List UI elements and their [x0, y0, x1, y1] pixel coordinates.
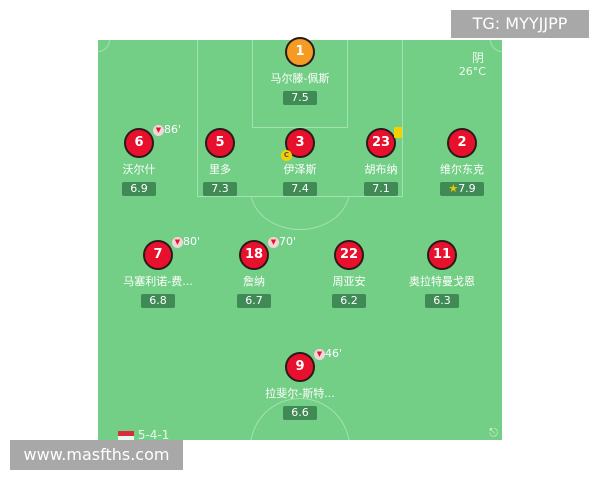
- shirt-number: 9 ▼ 46': [285, 348, 342, 382]
- shirt-number: 5: [205, 128, 235, 158]
- player-2[interactable]: 2 维尔东克 ★7.9: [402, 128, 522, 196]
- player-name: 奥拉特曼戈恩: [409, 275, 475, 288]
- player-name: 胡布纳: [364, 163, 398, 176]
- player-name: 里多: [209, 163, 231, 176]
- share-icon[interactable]: ⎋: [489, 426, 498, 439]
- player-name: 维尔东克: [440, 163, 484, 176]
- player-rating: 7.1: [364, 182, 398, 196]
- captain-badge: C: [281, 150, 292, 161]
- formation: 5-4-1: [118, 428, 169, 440]
- shirt-number: 22: [334, 240, 364, 270]
- player-name: 周亚安: [332, 275, 366, 288]
- player-rating: 6.2: [332, 294, 366, 308]
- player-11[interactable]: 11 奥拉特曼戈恩 6.3: [382, 240, 502, 308]
- player-name: 沃尔什: [122, 163, 156, 176]
- player-name: 詹纳: [243, 275, 265, 288]
- shirt-number: 23: [366, 127, 402, 158]
- shirt-number: 1: [285, 37, 315, 67]
- player-rating: 6.3: [425, 294, 459, 308]
- star-icon: ★: [448, 182, 459, 195]
- watermark-bottom: www.masfths.com: [10, 440, 183, 470]
- player-rating: 6.9: [122, 182, 156, 196]
- corner-arc-left: [98, 40, 110, 52]
- player-18[interactable]: 18 ▼ 70' 詹纳 6.7: [194, 236, 314, 308]
- substitution-icon: ▼: [172, 236, 183, 248]
- watermark-top: TG: MYYJJPP: [451, 10, 589, 38]
- formation-label: 5-4-1: [137, 428, 170, 440]
- player-rating: 7.3: [203, 182, 237, 196]
- goal-area: [252, 40, 348, 128]
- player-rating: 6.8: [141, 294, 175, 308]
- player-name: 马尔滕-佩斯: [270, 72, 330, 85]
- player-9[interactable]: 9 ▼ 46' 拉斐尔-斯特... 6.6: [240, 348, 360, 420]
- substitution-icon: ▼: [314, 348, 325, 360]
- player-rating: ★7.9: [440, 182, 484, 196]
- shirt-number: 6 ▼ 86': [124, 124, 181, 158]
- shirt-number: 2: [447, 128, 477, 158]
- player-rating: 7.5: [283, 91, 317, 105]
- substitution-indicator: ▼ 80': [172, 236, 200, 248]
- corner-arc-right: [490, 40, 502, 52]
- weather-temperature: 26°C: [458, 65, 486, 78]
- player-5[interactable]: 5 里多 7.3: [160, 128, 280, 196]
- player-rating: 6.7: [237, 294, 271, 308]
- substitution-icon: ▼: [268, 236, 279, 248]
- shirt-number: 18 ▼ 70': [239, 236, 296, 270]
- yellow-card-icon: [394, 127, 402, 138]
- player-7[interactable]: 7 ▼ 80' 马塞利诺-费... 6.8: [98, 236, 218, 308]
- player-22[interactable]: 22 周亚安 6.2: [289, 240, 409, 308]
- player-rating: 6.6: [283, 406, 317, 420]
- substitution-indicator: ▼ 70': [268, 236, 296, 248]
- player-name: 伊泽斯: [283, 163, 317, 176]
- weather-condition: 阴: [471, 51, 484, 65]
- shirt-number: 7 ▼ 80': [143, 236, 200, 270]
- player-name: 马塞利诺-费...: [123, 275, 193, 288]
- substitution-indicator: ▼ 86': [153, 124, 181, 136]
- substitution-indicator: ▼ 46': [314, 348, 342, 360]
- player-rating: 7.4: [283, 182, 317, 196]
- player-1[interactable]: 1 马尔滕-佩斯 7.5: [240, 37, 360, 105]
- player-23[interactable]: 23 胡布纳 7.1: [321, 127, 441, 196]
- shirt-number: 11: [427, 240, 457, 270]
- substitution-icon: ▼: [153, 124, 164, 136]
- team-flag-icon: [118, 430, 134, 440]
- player-6[interactable]: 6 ▼ 86' 沃尔什 6.9: [79, 124, 199, 196]
- player-name: 拉斐尔-斯特...: [265, 387, 335, 400]
